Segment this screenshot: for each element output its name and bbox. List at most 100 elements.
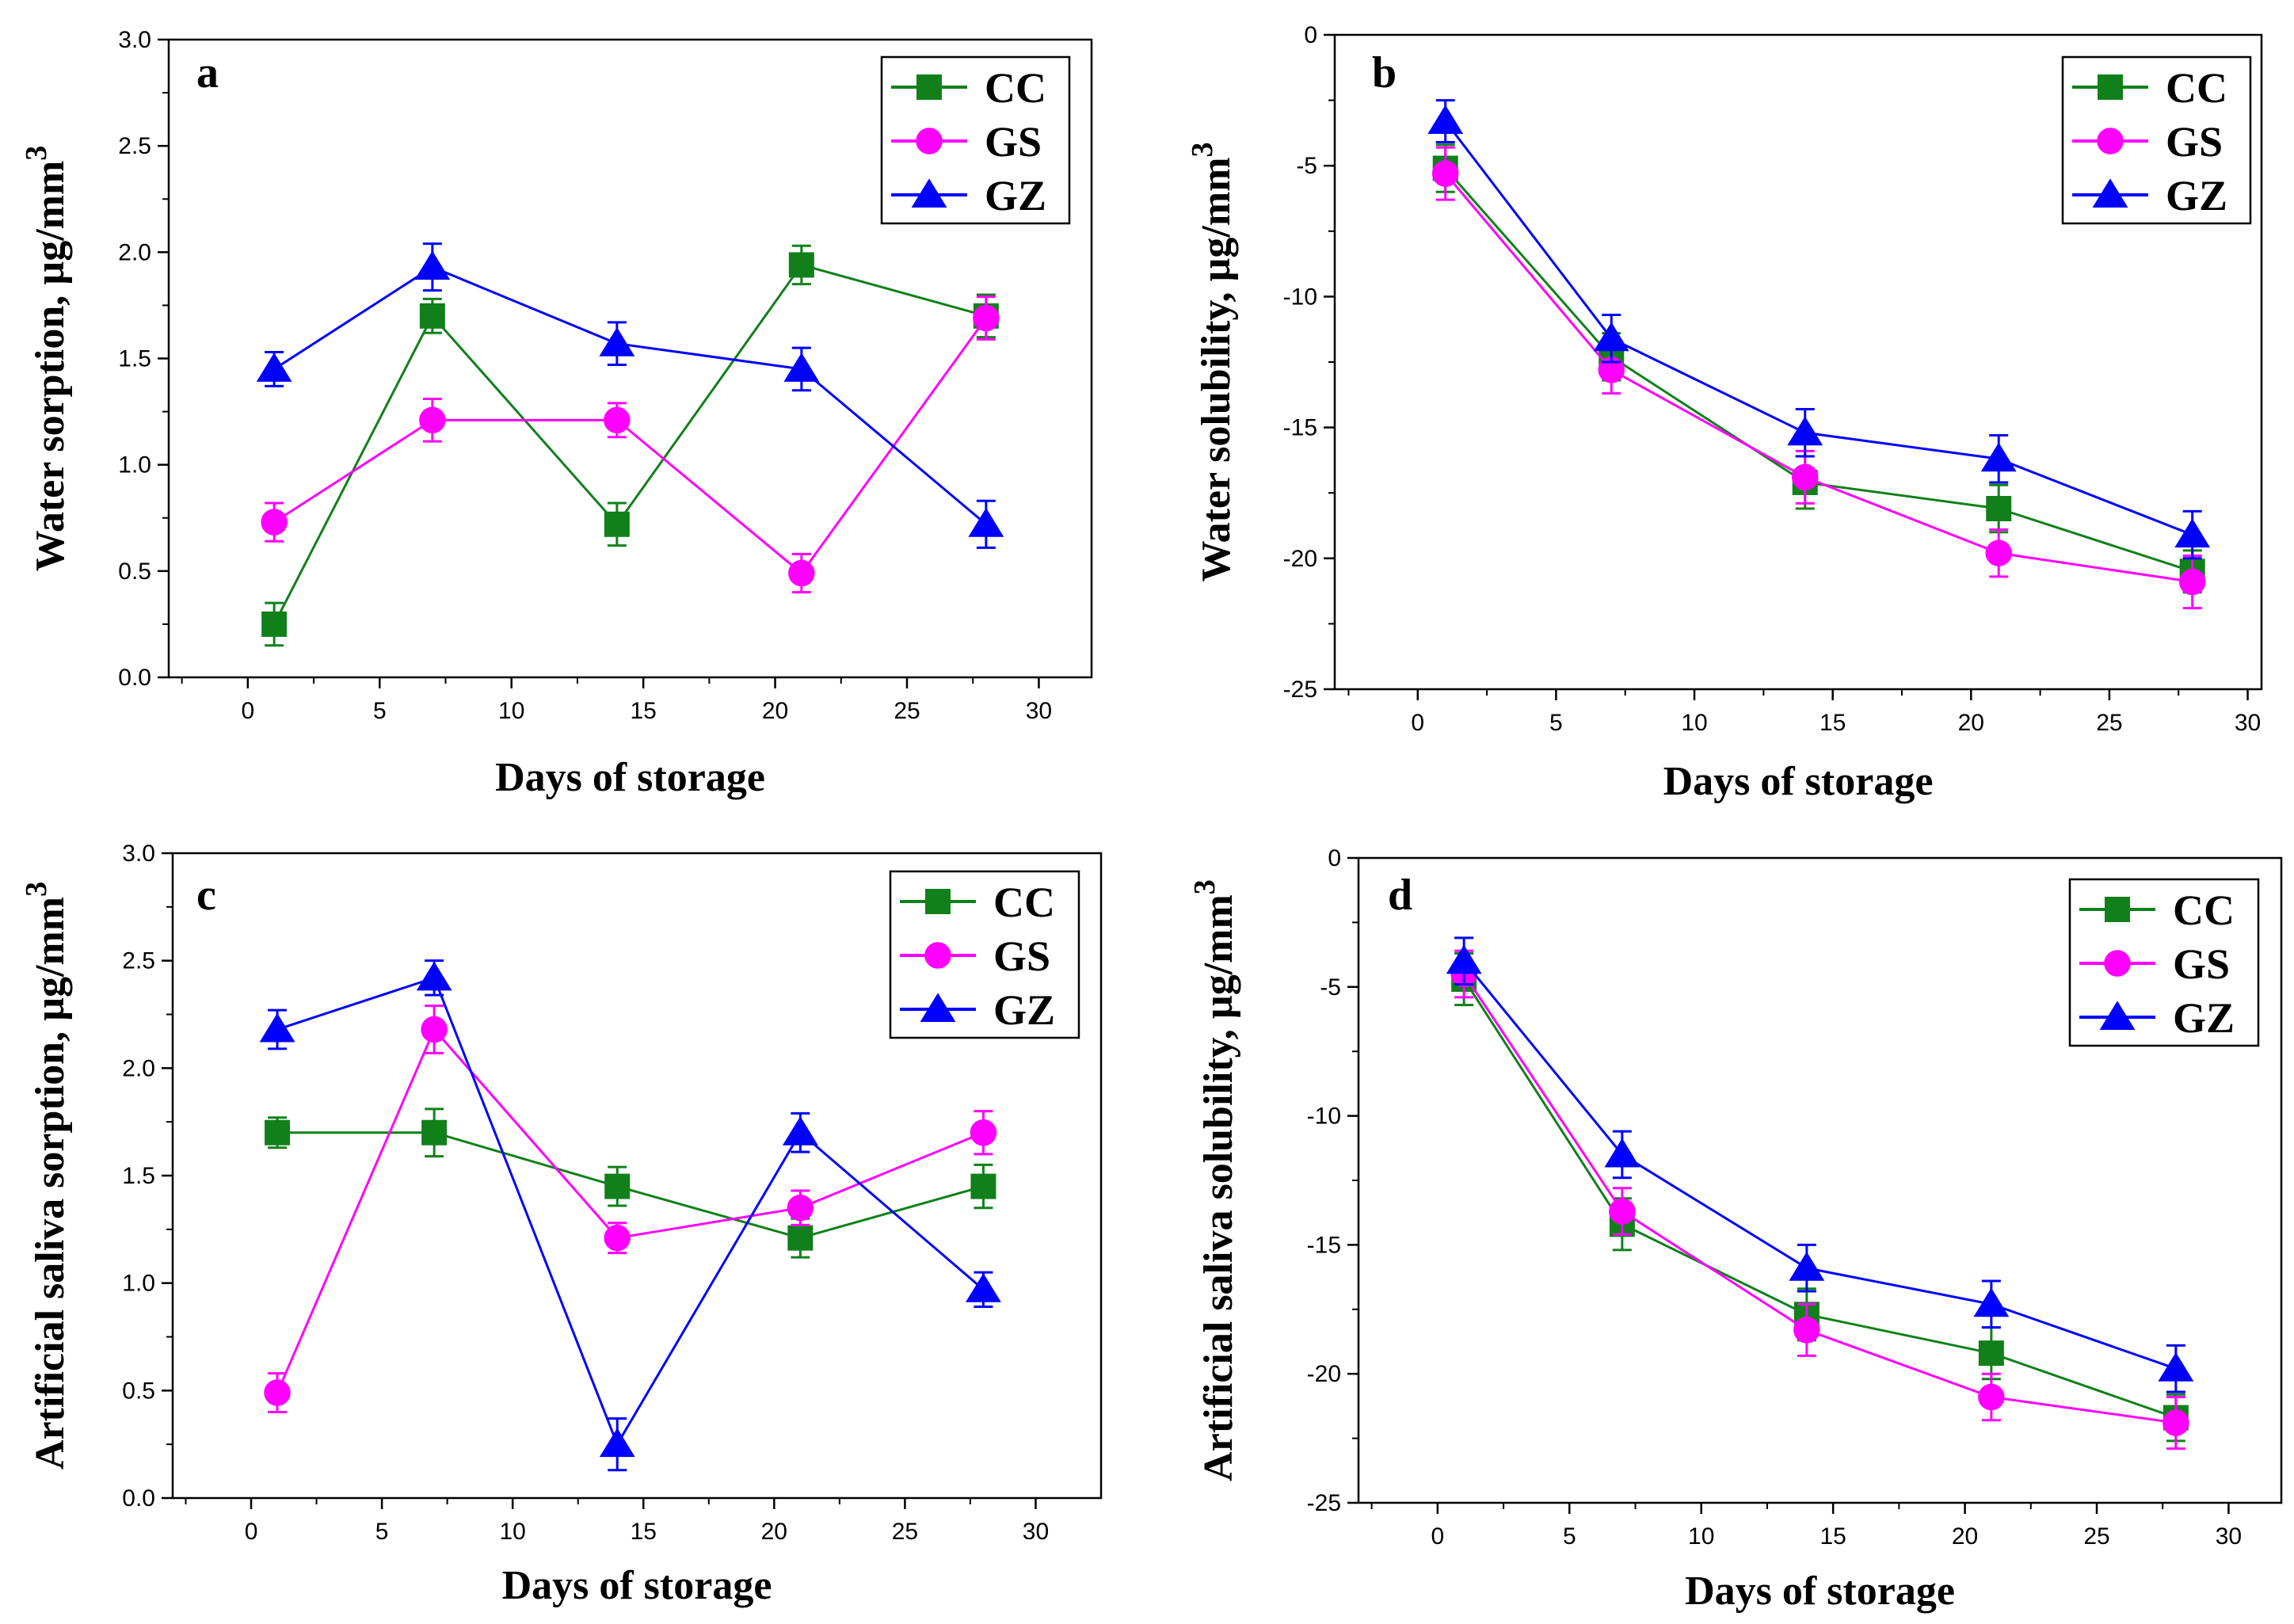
series-line xyxy=(273,265,987,525)
series-line xyxy=(1444,173,2193,584)
x-tick-label: 5 xyxy=(373,698,387,724)
y-tick-label: -5 xyxy=(1320,974,1341,1001)
legend-item-gs: GS xyxy=(900,932,1050,980)
y-tick-label: -20 xyxy=(1283,546,1317,572)
marker-circle xyxy=(261,509,288,536)
y-tick-label: 1.0 xyxy=(122,1271,155,1297)
y-axis-title-text: Artificial saliva sorption, µg/mm xyxy=(28,897,73,1470)
y-axis-title-text: Water sorption, µg/mm xyxy=(28,161,73,572)
y-tick-label: 0.5 xyxy=(122,1378,155,1404)
marker-circle xyxy=(604,406,631,434)
marker-triangle xyxy=(414,250,451,280)
marker-triangle xyxy=(782,1116,818,1146)
x-tick-label: 5 xyxy=(375,1519,389,1545)
marker-square xyxy=(788,252,814,278)
y-tick-label: 1.0 xyxy=(118,452,151,478)
x-tick-label: 15 xyxy=(631,1519,657,1545)
panel-b: 0 5 10 15 20 25 30 -25 -20 -15 -10 -5 0 CC GS GZ b Days o… xyxy=(1186,22,2263,804)
marker-square xyxy=(265,1119,291,1146)
marker-square xyxy=(916,74,942,100)
legend-item-cc: CC xyxy=(891,64,1046,112)
marker-circle xyxy=(1978,1383,2005,1411)
y-axis-title-superscript: 3 xyxy=(20,882,53,897)
y-tick-label: -25 xyxy=(1307,1490,1341,1516)
legend-item-gz: GZ xyxy=(2072,172,2227,219)
panel-d: 0 5 10 15 20 25 30 -25 -20 -15 -10 -5 0 CC GS GZ d Days o… xyxy=(1188,845,2283,1614)
x-axis-title: Days of storage xyxy=(1685,1569,1955,1614)
series-gs xyxy=(1450,949,2189,1451)
y-tick-label: 3.0 xyxy=(122,841,155,867)
marker-square xyxy=(970,1173,996,1199)
marker-triangle xyxy=(416,961,452,991)
y-tick-label: -10 xyxy=(1307,1104,1341,1130)
panel-letter: c xyxy=(196,871,216,920)
marker-triangle xyxy=(1980,442,2017,472)
x-tick-label: 20 xyxy=(1952,1523,1978,1550)
x-tick-label: 25 xyxy=(2096,710,2122,736)
x-tick-label: 30 xyxy=(1026,698,1052,724)
y-axis-title: Artificial saliva solubility, µg/mm3 xyxy=(1188,879,1241,1481)
x-tick-label: 0 xyxy=(242,698,255,724)
x-axis-title: Days of storage xyxy=(502,1563,772,1608)
y-tick-label: -20 xyxy=(1307,1361,1341,1387)
marker-square xyxy=(2105,897,2130,922)
legend: CC GS GZ xyxy=(2061,55,2252,225)
marker-triangle xyxy=(256,353,292,382)
legend-label: CC xyxy=(985,64,1046,112)
series-gz xyxy=(256,242,1004,549)
marker-circle xyxy=(421,1016,448,1043)
x-tick-label: 5 xyxy=(1549,710,1563,736)
y-axis-title: Artificial saliva sorption, µg/mm3 xyxy=(20,882,73,1470)
x-tick-label: 10 xyxy=(1688,1523,1714,1550)
legend-item-gs: GS xyxy=(891,118,1042,166)
marker-circle xyxy=(2097,128,2124,154)
marker-square xyxy=(421,1119,448,1146)
marker-triangle xyxy=(1973,1287,2010,1317)
legend-item-gs: GS xyxy=(2072,118,2223,166)
marker-square xyxy=(787,1225,814,1251)
series-line xyxy=(276,1027,985,1393)
y-tick-label: 2.5 xyxy=(118,133,151,159)
legend-label: GZ xyxy=(2173,994,2235,1042)
marker-circle xyxy=(419,406,446,434)
y-tick-label: 0 xyxy=(1304,22,1317,48)
y-tick-label: 2.0 xyxy=(122,1055,155,1081)
y-tick-label: 1.5 xyxy=(122,1163,155,1189)
marker-triangle xyxy=(2092,178,2128,208)
x-tick-label: 25 xyxy=(2083,1523,2109,1550)
x-tick-label: 10 xyxy=(1681,710,1707,736)
x-tick-label: 20 xyxy=(761,1519,787,1545)
marker-triangle xyxy=(1789,1252,1825,1281)
x-tick-label: 20 xyxy=(1958,710,1984,736)
legend: CC GS GZ xyxy=(889,870,1080,1039)
panel-letter: b xyxy=(1372,48,1397,97)
marker-triangle xyxy=(2158,1352,2194,1382)
panel-letter: a xyxy=(196,48,219,97)
x-axis-title: Days of storage xyxy=(1663,759,1934,804)
marker-square xyxy=(1986,496,2012,522)
legend-item-gz: GZ xyxy=(2079,994,2235,1042)
legend-item-cc: CC xyxy=(2079,886,2235,934)
y-tick-label: 1.5 xyxy=(118,346,151,372)
legend-item-gz: GZ xyxy=(900,986,1055,1034)
series-gs xyxy=(261,295,1000,594)
x-tick-label: 30 xyxy=(1023,1519,1049,1545)
marker-circle xyxy=(2104,950,2131,977)
y-tick-label: 0.5 xyxy=(118,558,151,585)
legend-label: GS xyxy=(2173,940,2230,988)
marker-circle xyxy=(1431,160,1459,187)
series-line xyxy=(272,263,987,625)
marker-square xyxy=(261,611,288,637)
marker-circle xyxy=(2163,1409,2189,1436)
marker-circle xyxy=(1793,1317,1820,1344)
y-tick-label: 0.0 xyxy=(122,1485,155,1512)
marker-circle xyxy=(2178,568,2206,596)
marker-triangle xyxy=(2099,1001,2136,1030)
marker-circle xyxy=(1791,463,1819,491)
marker-circle xyxy=(973,304,1000,332)
x-tick-label: 10 xyxy=(498,698,524,724)
marker-triangle xyxy=(1604,1138,1640,1168)
legend-label: GZ xyxy=(993,986,1055,1034)
x-tick-label: 0 xyxy=(245,1519,258,1545)
